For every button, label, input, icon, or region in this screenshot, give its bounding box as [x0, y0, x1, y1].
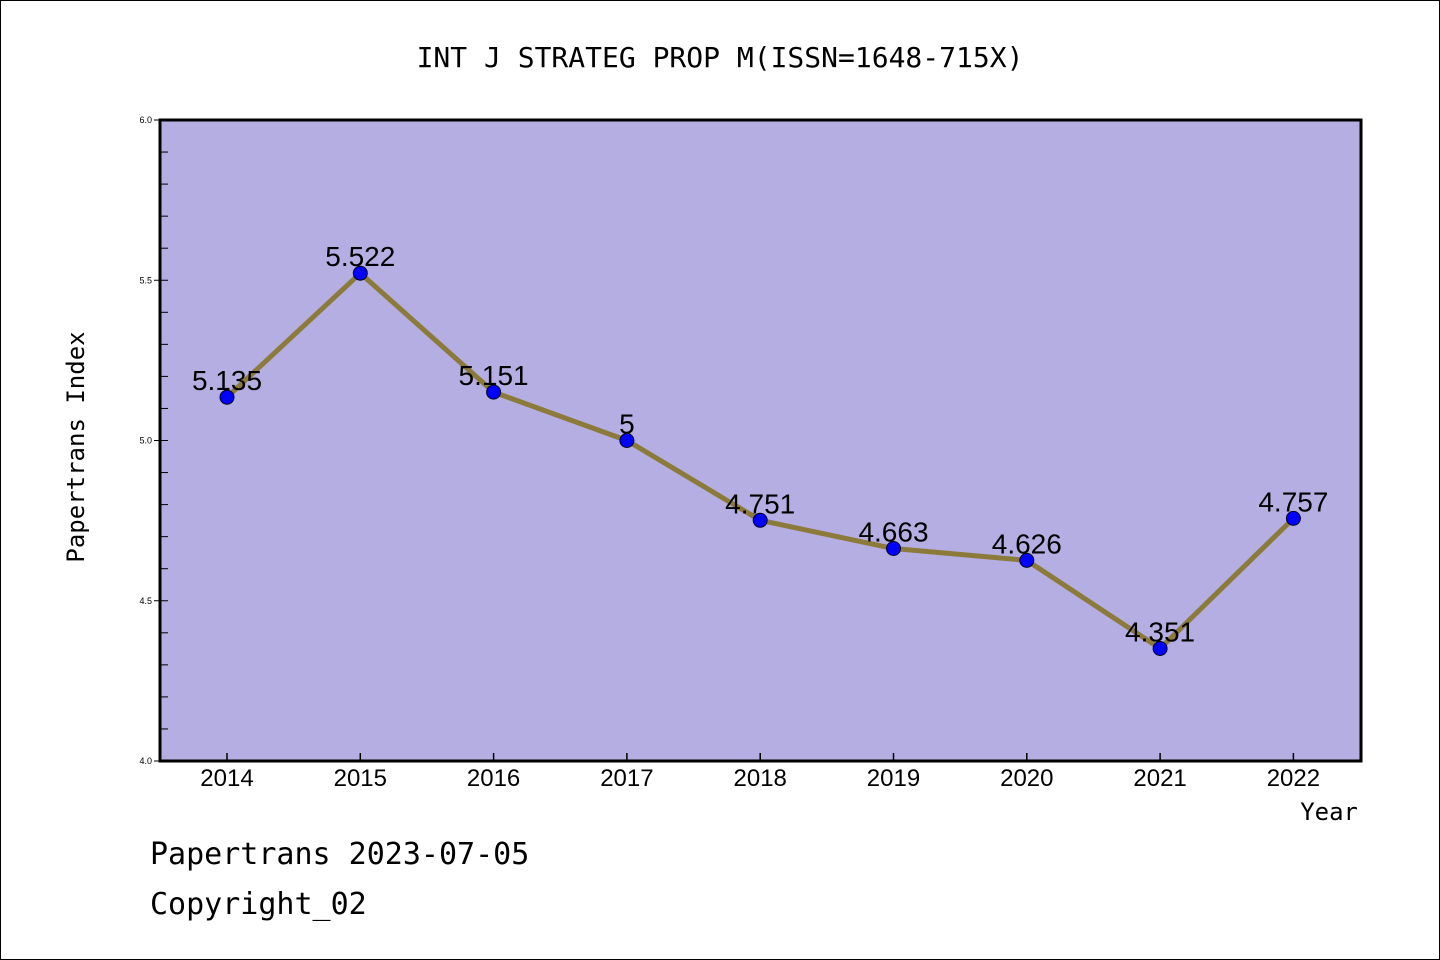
data-series: 5.135 5.522 5.151 5 4.751 4.663 4.626 4.351 4.75… — [192, 241, 1328, 657]
x-tick-label: 2018 — [734, 765, 787, 792]
data-label: 5.135 — [192, 365, 262, 396]
data-point — [352, 265, 368, 281]
x-tick-label: 2014 — [200, 765, 253, 792]
chart-title: INT J STRATEG PROP M(ISSN=1648-715X) — [417, 41, 1024, 74]
data-point — [619, 433, 635, 448]
y-tick-label: 4.5 — [139, 596, 152, 606]
x-tick-label: 2017 — [600, 765, 653, 792]
data-label: 5 — [619, 409, 635, 440]
data-point — [486, 384, 502, 400]
data-label: 5.522 — [325, 241, 395, 272]
y-axis: 4.0 4.5 5.0 5.5 6.0 — [139, 115, 168, 766]
x-axis-label: Year — [1300, 798, 1358, 826]
x-tick-label: 2019 — [867, 765, 920, 792]
data-point — [1019, 552, 1035, 568]
x-tick-label: 2016 — [467, 765, 520, 792]
data-label: 4.626 — [992, 528, 1062, 559]
y-tick-label: 6.0 — [139, 115, 152, 125]
data-label: 4.757 — [1258, 486, 1328, 517]
footer-date: Papertrans 2023-07-05 — [150, 837, 529, 872]
data-point — [1152, 641, 1168, 657]
y-tick-label: 5.5 — [139, 275, 152, 285]
plot-area — [158, 118, 1363, 763]
data-label: 4.351 — [1125, 617, 1195, 648]
data-label: 4.663 — [858, 517, 928, 548]
data-point — [752, 512, 768, 528]
footer-copyright: Copyright_02 — [150, 887, 367, 922]
x-tick-label: 2015 — [334, 765, 387, 792]
y-axis-label: Papertrans Index — [62, 331, 90, 562]
data-label: 5.151 — [459, 360, 529, 391]
data-point — [886, 541, 901, 557]
y-tick-label: 5.0 — [139, 436, 152, 446]
y-tick-label: 4.0 — [139, 756, 152, 766]
x-tick-label: 2021 — [1133, 765, 1186, 792]
x-axis: 2014 2015 2016 2017 2018 2019 2020 2021 2022 — [200, 753, 1320, 792]
data-point — [219, 389, 235, 405]
data-point — [1285, 510, 1301, 526]
data-label: 4.751 — [725, 488, 795, 519]
x-tick-label: 2022 — [1267, 765, 1320, 792]
x-tick-label: 2020 — [1000, 765, 1053, 792]
